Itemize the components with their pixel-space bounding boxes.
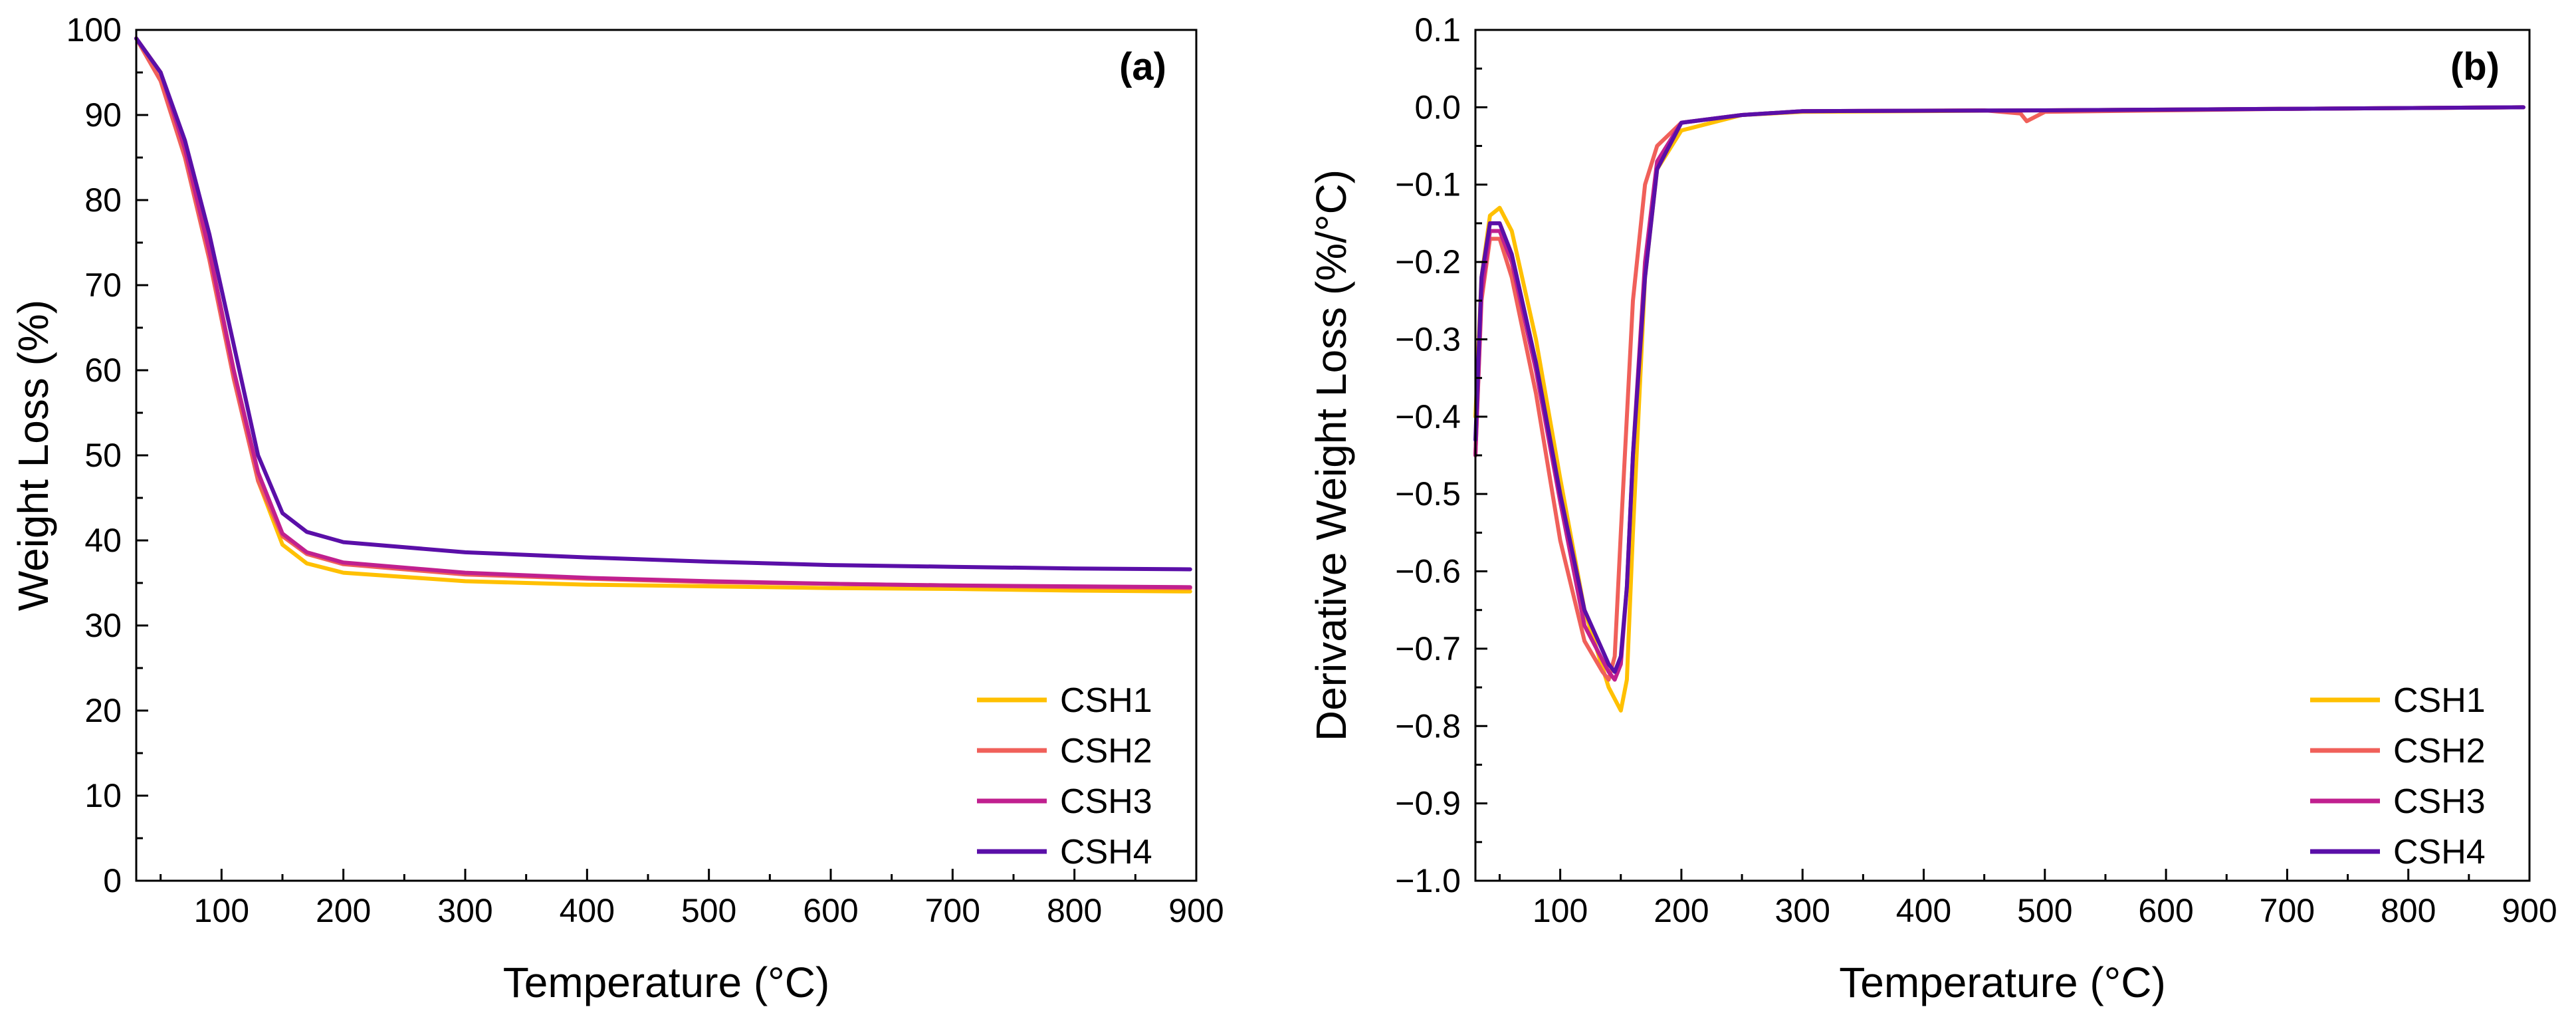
y-axis-title: Weight Loss (%)	[9, 300, 57, 611]
y-tick-label: −0.9	[1395, 785, 1461, 822]
series-line-csh1	[1473, 105, 2525, 713]
panel-label: (b)	[2450, 45, 2500, 88]
y-tick-label: 30	[84, 607, 122, 644]
x-axis-title: Temperature (°C)	[1839, 959, 2166, 1006]
y-tick-label: −0.1	[1395, 166, 1461, 203]
series-line-csh3	[134, 36, 1192, 590]
x-tick-label: 300	[437, 892, 492, 929]
legend-label-csh3: CSH3	[2393, 782, 2486, 821]
series-line-csh4	[134, 36, 1192, 572]
series-line-csh1	[134, 36, 1192, 594]
legend: CSH1 CSH2 CSH3 CSH4	[2310, 681, 2486, 871]
x-tick-label: 400	[1896, 892, 1951, 929]
panel-b: 100 200 300 400 500 600 700 800 900 −1.0 −0.9 −0.8 −…	[1307, 11, 2557, 1006]
x-tick-label: 100	[1533, 892, 1588, 929]
legend-label-csh4: CSH4	[1060, 833, 1152, 871]
y-tick-label: −0.4	[1395, 398, 1461, 435]
x-tick-label: 200	[1654, 892, 1709, 929]
legend: CSH1 CSH2 CSH3 CSH4	[977, 681, 1152, 871]
panel-label: (a)	[1119, 45, 1166, 88]
x-tick-label: 800	[2381, 892, 2436, 929]
y-tick-label: −0.8	[1395, 707, 1461, 744]
x-tick-label: 500	[681, 892, 736, 929]
y-tick-label: 70	[84, 267, 122, 304]
x-tick-label: 400	[560, 892, 615, 929]
y-tick-label: 20	[84, 692, 122, 729]
legend-label-csh1: CSH1	[1060, 681, 1152, 720]
y-tick-label: −0.3	[1395, 320, 1461, 358]
x-tick-label: 600	[803, 892, 858, 929]
legend-label-csh1: CSH1	[2393, 681, 2486, 720]
legend-label-csh4: CSH4	[2393, 833, 2486, 871]
x-tick-label: 900	[1168, 892, 1224, 929]
series-line-csh2	[134, 36, 1192, 590]
panel-a: 100 200 300 400 500 600 700 800 900 0 10 20 30 40 50 60…	[9, 11, 1224, 1006]
y-tick-label: −0.7	[1395, 630, 1461, 667]
x-tick-label: 800	[1047, 892, 1102, 929]
x-tick-label: 100	[194, 892, 249, 929]
y-tick-label: 0	[103, 862, 122, 899]
x-tick-label: 600	[2138, 892, 2193, 929]
y-tick-label: 90	[84, 96, 122, 134]
x-axis-title: Temperature (°C)	[503, 959, 830, 1006]
x-tick-label: 700	[925, 892, 980, 929]
series-line-csh2	[1473, 105, 2525, 682]
series-line-csh4	[1473, 105, 2525, 674]
series-line-csh3	[1473, 105, 2525, 682]
y-tick-label: 0.0	[1414, 88, 1461, 126]
y-tick-label: −1.0	[1395, 862, 1461, 899]
plot-frame	[135, 29, 1198, 882]
legend-label-csh3: CSH3	[1060, 782, 1152, 821]
y-tick-label: 80	[84, 181, 122, 219]
x-tick-label: 500	[2017, 892, 2072, 929]
y-tick-label: 100	[66, 11, 122, 49]
y-tick-label: −0.6	[1395, 553, 1461, 590]
x-tick-label: 200	[316, 892, 371, 929]
y-tick-label: 60	[84, 352, 122, 389]
y-tick-label: 50	[84, 437, 122, 474]
y-axis-title: Derivative Weight Loss (%/°C)	[1307, 170, 1355, 741]
x-tick-label: 300	[1774, 892, 1830, 929]
y-tick-label: 40	[84, 522, 122, 559]
legend-label-csh2: CSH2	[2393, 732, 2486, 770]
y-tick-label: 10	[84, 777, 122, 814]
x-tick-label: 700	[2260, 892, 2315, 929]
y-tick-label: 0.1	[1414, 11, 1461, 49]
legend-label-csh2: CSH2	[1060, 732, 1152, 770]
x-tick-label: 900	[2502, 892, 2557, 929]
y-tick-label: −0.5	[1395, 475, 1461, 512]
y-tick-label: −0.2	[1395, 243, 1461, 281]
